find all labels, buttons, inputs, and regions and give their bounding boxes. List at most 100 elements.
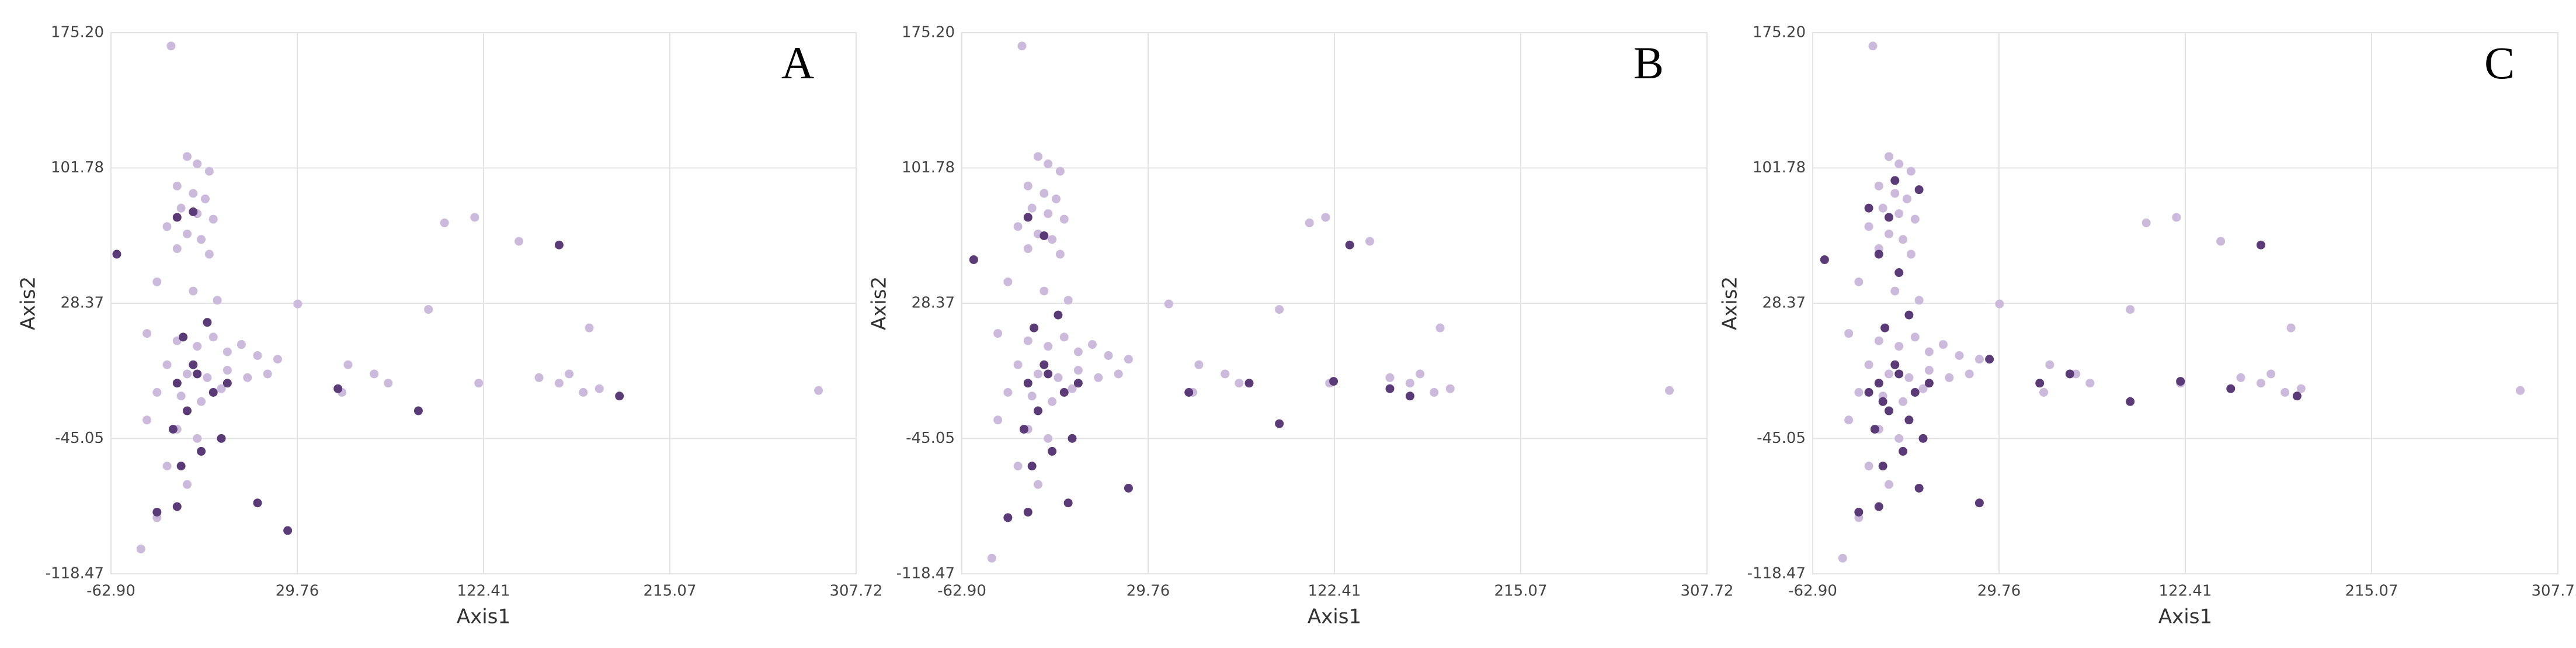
scatter-point bbox=[1894, 369, 1904, 379]
scatter-point bbox=[370, 369, 379, 379]
scatter-point bbox=[1890, 286, 1900, 296]
scatter-point bbox=[172, 181, 182, 190]
scatter-point bbox=[969, 255, 978, 264]
scatter-point bbox=[1906, 250, 1916, 259]
scatter-point bbox=[208, 332, 218, 342]
scatter-point bbox=[1918, 434, 1928, 443]
scatter-point bbox=[197, 235, 206, 244]
scatter-point bbox=[2280, 388, 2290, 397]
scatter-point bbox=[1048, 446, 1057, 456]
y-axis-title: Axis2 bbox=[17, 276, 40, 330]
scatter-point bbox=[273, 355, 282, 364]
scatter-point bbox=[193, 434, 202, 443]
scatter-point bbox=[1844, 415, 1854, 425]
scatter-point bbox=[2516, 386, 2525, 395]
scatter-point bbox=[1194, 360, 1204, 369]
scatter-point bbox=[1055, 167, 1065, 176]
scatter-point bbox=[112, 250, 121, 259]
scatter-point bbox=[514, 237, 524, 246]
scatter-point bbox=[1965, 369, 1974, 379]
scatter-point bbox=[1164, 299, 1173, 309]
x-axis-title: Axis1 bbox=[2158, 605, 2212, 629]
scatter-point bbox=[1884, 480, 1893, 489]
scatter-point bbox=[1405, 379, 1414, 388]
scatter-point bbox=[1275, 419, 1284, 428]
scatter-point bbox=[2142, 218, 2151, 227]
scatter-point bbox=[142, 415, 152, 425]
scatter-point bbox=[1094, 373, 1103, 382]
scatter-point bbox=[253, 351, 262, 360]
scatter-point bbox=[1435, 323, 1445, 332]
scatter-point bbox=[1874, 250, 1883, 259]
scatter-point bbox=[1854, 507, 1864, 517]
scatter-point bbox=[1040, 360, 1049, 369]
scatter-point bbox=[1033, 152, 1042, 161]
scatter-point bbox=[136, 545, 145, 554]
scatter-point bbox=[1864, 360, 1873, 369]
scatter-point bbox=[1918, 384, 1928, 393]
y-tick-label: 175.20 bbox=[51, 24, 104, 41]
scatter-point bbox=[1870, 425, 1879, 434]
scatter-point bbox=[168, 425, 178, 434]
scatter-point bbox=[2292, 391, 2302, 401]
scatter-point bbox=[2266, 369, 2276, 379]
scatter-point bbox=[1884, 152, 1893, 161]
y-tick-label: -118.47 bbox=[1747, 565, 1806, 583]
scatter-point bbox=[1405, 391, 1414, 401]
scatter-point bbox=[1938, 340, 1948, 349]
scatter-point bbox=[1087, 340, 1097, 349]
scatter-point bbox=[1063, 296, 1073, 305]
scatter-point bbox=[152, 277, 162, 286]
scatter-point bbox=[1244, 379, 1254, 388]
scatter-point bbox=[1924, 379, 1934, 388]
scatter-point bbox=[223, 366, 232, 375]
scatter-point bbox=[1033, 406, 1042, 415]
scatter-point bbox=[1059, 332, 1069, 342]
x-tick-label: 215.07 bbox=[2345, 583, 2398, 600]
scatter-point bbox=[293, 299, 303, 309]
scatter-point bbox=[1894, 434, 1904, 443]
x-tick-label: -62.90 bbox=[937, 583, 986, 600]
scatter-point bbox=[1665, 386, 1674, 395]
scatter-point bbox=[152, 507, 162, 517]
scatter-point bbox=[1033, 369, 1042, 379]
scatter-point bbox=[1894, 342, 1904, 351]
scatter-point bbox=[2256, 379, 2265, 388]
panel-title: C bbox=[2484, 37, 2515, 88]
scatter-point bbox=[1040, 189, 1049, 198]
y-tick-label: 101.78 bbox=[1753, 159, 1806, 176]
x-tick-label: 307.72 bbox=[1681, 583, 1734, 600]
scatter-point bbox=[1894, 209, 1904, 219]
y-tick-label: 175.20 bbox=[1753, 24, 1806, 41]
scatter-point bbox=[1019, 425, 1028, 434]
scatter-point bbox=[217, 434, 226, 443]
scatter-point bbox=[1059, 388, 1069, 397]
x-tick-label: 29.76 bbox=[276, 583, 319, 600]
scatter-point bbox=[2039, 388, 2049, 397]
scatter-point bbox=[189, 286, 198, 296]
x-tick-label: -62.90 bbox=[86, 583, 135, 600]
scatter-point bbox=[413, 406, 423, 415]
scatter-point bbox=[237, 340, 246, 349]
scatter-point bbox=[1044, 369, 1053, 379]
scatter-point bbox=[993, 329, 1003, 338]
scatter-point bbox=[208, 388, 218, 397]
scatter-point bbox=[1910, 332, 1920, 342]
scatter-point bbox=[166, 41, 176, 51]
scatter-point bbox=[182, 406, 192, 415]
x-tick-label: 122.41 bbox=[457, 583, 510, 600]
scatter-point bbox=[1013, 462, 1023, 471]
scatter-point bbox=[1003, 277, 1013, 286]
scatter-point bbox=[1063, 498, 1073, 508]
scatter-point bbox=[1955, 351, 1964, 360]
scatter-point bbox=[1027, 203, 1037, 213]
y-tick-label: -45.05 bbox=[55, 429, 104, 447]
scatter-point bbox=[1048, 235, 1057, 244]
scatter-point bbox=[172, 379, 182, 388]
scatter-point bbox=[1365, 237, 1375, 246]
scatter-point bbox=[1033, 480, 1042, 489]
y-tick-label: 28.37 bbox=[61, 294, 104, 311]
scatter-point bbox=[1235, 379, 1244, 388]
scatter-point bbox=[1890, 176, 1900, 185]
